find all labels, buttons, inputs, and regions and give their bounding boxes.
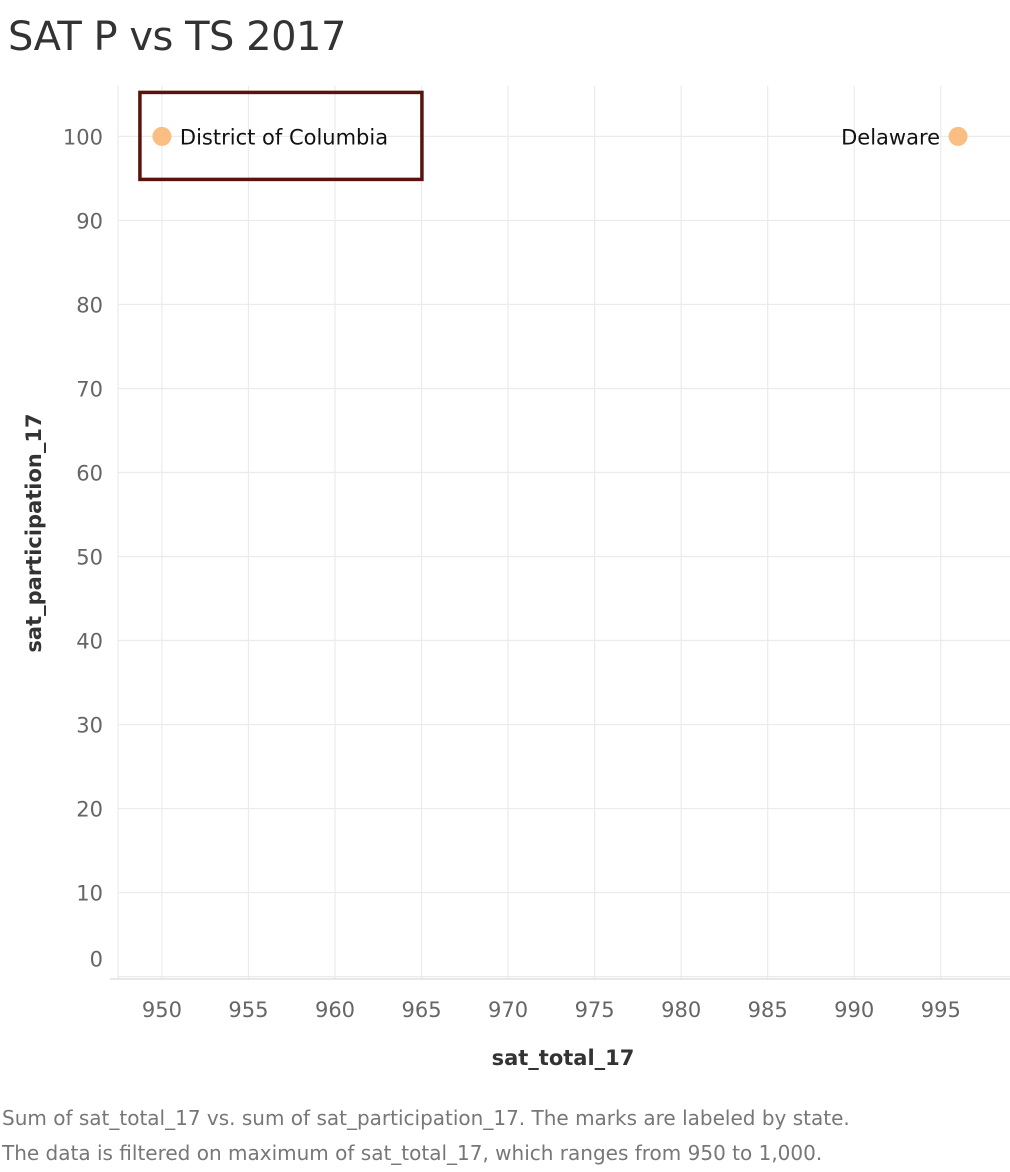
x-tick-label: 995 xyxy=(921,998,961,1022)
caption-line-2: The data is filtered on maximum of sat_t… xyxy=(2,1141,823,1165)
y-tick-label: 10 xyxy=(76,882,103,906)
y-tick-label: 20 xyxy=(76,798,103,822)
axis-ticks: 950 955 960 965 970 975 980 985 990 995 0 10 20 30 40 5… xyxy=(63,125,961,1022)
y-axis-title: sat_participation_17 xyxy=(22,413,46,652)
y-tick-label: 70 xyxy=(76,377,103,401)
x-tick-label: 975 xyxy=(575,998,615,1022)
y-tick-label: 60 xyxy=(76,461,103,485)
x-tick-label: 990 xyxy=(834,998,874,1022)
data-marks: District of Columbia Delaware xyxy=(138,90,968,182)
x-tick-label: 980 xyxy=(661,998,701,1022)
chart-title: SAT P vs TS 2017 xyxy=(8,14,346,60)
x-tick-label: 960 xyxy=(315,998,355,1022)
y-tick-label: 90 xyxy=(76,209,103,233)
point-label: Delaware xyxy=(841,125,940,149)
scatter-point[interactable] xyxy=(948,126,968,146)
grid-lines xyxy=(110,86,1010,980)
x-tick-label: 950 xyxy=(142,998,182,1022)
x-tick-label: 965 xyxy=(401,998,441,1022)
x-tick-label: 970 xyxy=(488,998,528,1022)
y-tick-label: 0 xyxy=(90,948,103,972)
x-tick-label: 985 xyxy=(748,998,788,1022)
scatter-point[interactable] xyxy=(152,126,172,146)
y-tick-label: 30 xyxy=(76,714,103,738)
y-tick-label: 40 xyxy=(76,630,103,654)
x-axis-title: sat_total_17 xyxy=(492,1046,635,1070)
y-tick-label: 100 xyxy=(63,125,103,149)
x-tick-label: 955 xyxy=(228,998,268,1022)
y-tick-label: 50 xyxy=(76,546,103,570)
highlight-box xyxy=(138,90,424,182)
caption-line-1: Sum of sat_total_17 vs. sum of sat_parti… xyxy=(2,1106,850,1130)
y-tick-label: 80 xyxy=(76,293,103,317)
point-label: District of Columbia xyxy=(180,125,388,149)
